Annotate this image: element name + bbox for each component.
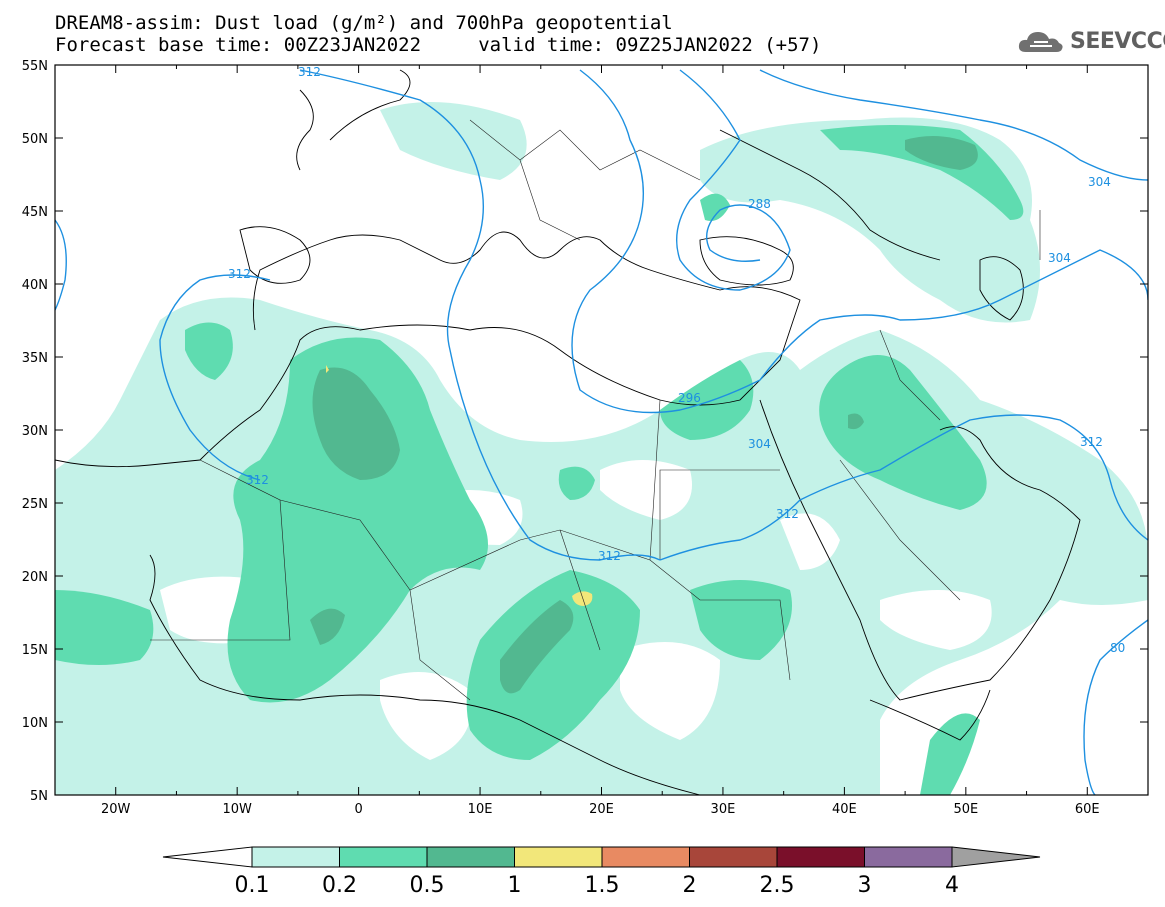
contour-label: 304	[1048, 251, 1071, 265]
colorbar-label: 0.2	[322, 873, 357, 898]
dust-layer-dense	[310, 136, 978, 694]
contour-labels: 312 288 304 304 312 296 304 312 312 312 …	[228, 65, 1125, 655]
y-tick-label: 40N	[22, 278, 48, 293]
seevccc-logo: SEEVCCC	[1018, 28, 1165, 54]
colorbar-label: 3	[858, 873, 872, 898]
contour-label: 312	[246, 473, 269, 487]
coastlines-and-borders	[55, 69, 1081, 795]
x-tick-label: 0	[354, 802, 362, 817]
map-title: DREAM8-assim: Dust load (g/m²) and 700hP…	[55, 12, 673, 34]
contour-label: 304	[748, 437, 771, 451]
y-tick-label: 20N	[22, 570, 48, 585]
dust-maximum-area	[572, 591, 593, 606]
colorbar-labels: 0.1 0.2 0.5 1 1.5 2 2.5 3 4	[235, 873, 960, 898]
colorbar-label: 0.5	[410, 873, 445, 898]
colorbar-box	[864, 846, 953, 868]
y-tick-label: 10N	[22, 716, 48, 731]
colorbar-box	[776, 846, 865, 868]
country-borders	[150, 119, 1041, 701]
contour-label: 296	[678, 391, 701, 405]
x-tick-label: 20E	[589, 802, 614, 817]
colorbar-label: 1	[508, 873, 522, 898]
contour-label: 304	[1088, 175, 1111, 189]
colorbar-label: 0.1	[235, 873, 270, 898]
colorbar-box	[251, 846, 340, 868]
colorbar: 0.1 0.2 0.5 1 1.5 2 2.5 3 4	[162, 846, 1041, 898]
colorbar-box	[426, 846, 515, 868]
y-tick-label: 50N	[22, 132, 48, 147]
y-tick-label: 55N	[22, 59, 48, 74]
colorbar-box	[339, 846, 428, 868]
longitude-axis: 20W 10W 0 10E 20E 30E 40E 50E 60E	[54, 65, 1149, 817]
contour-label: 288	[748, 197, 771, 211]
x-tick-label: 50E	[953, 802, 978, 817]
colorbar-box	[689, 846, 778, 868]
y-tick-label: 45N	[22, 205, 48, 220]
contour-label: 80	[1110, 641, 1125, 655]
colorbar-label: 2.5	[760, 873, 795, 898]
x-tick-label: 10E	[468, 802, 493, 817]
colorbar-right-extension	[951, 846, 1041, 868]
y-tick-label: 30N	[22, 424, 48, 439]
dust-small-maximum	[326, 365, 329, 373]
cloud-icon	[1018, 32, 1063, 52]
y-tick-label: 15N	[22, 643, 48, 658]
contour-label: 312	[598, 549, 621, 563]
map-area: 312 288 304 304 312 296 304 312 312 312 …	[55, 65, 1148, 795]
forecast-time-subtitle: Forecast base time: 00Z23JAN2022 valid t…	[55, 34, 822, 56]
colorbar-label: 2	[683, 873, 697, 898]
contour-label: 312	[298, 65, 321, 79]
colorbar-label: 4	[945, 873, 959, 898]
geopotential-contours	[55, 69, 1148, 795]
contour-label: 312	[776, 507, 799, 521]
latitude-axis: 55N 50N 45N 40N 35N 30N 25N 20N 15N 10N 5N	[22, 59, 1148, 804]
x-tick-label: 60E	[1075, 802, 1100, 817]
x-tick-label: 10W	[222, 802, 252, 817]
contour-label: 312	[1080, 435, 1103, 449]
colorbar-left-extension	[162, 846, 253, 868]
x-tick-label: 30E	[711, 802, 736, 817]
colorbar-label: 1.5	[585, 873, 620, 898]
colorbar-box	[514, 846, 603, 868]
colorbar-box	[601, 846, 690, 868]
colorbar-boxes	[251, 846, 953, 868]
y-tick-label: 5N	[30, 789, 48, 804]
y-tick-label: 25N	[22, 497, 48, 512]
y-tick-label: 35N	[22, 351, 48, 366]
x-tick-label: 40E	[832, 802, 857, 817]
x-tick-label: 20W	[101, 802, 131, 817]
contour-label: 312	[228, 267, 251, 281]
logo-text: SEEVCCC	[1070, 28, 1165, 54]
